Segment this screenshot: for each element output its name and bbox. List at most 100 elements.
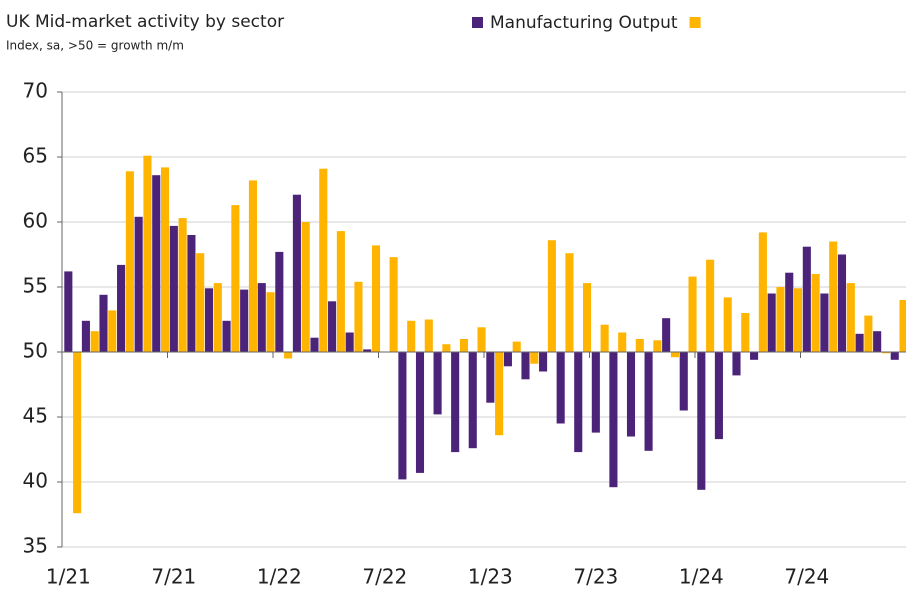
- bar: [899, 300, 906, 352]
- bar: [697, 352, 706, 490]
- bar: [424, 319, 433, 352]
- bar: [503, 352, 512, 367]
- bar: [653, 340, 662, 352]
- bar: [644, 352, 653, 451]
- bar: [486, 352, 495, 403]
- bar: [829, 241, 838, 352]
- bar: [301, 222, 310, 352]
- bar: [345, 332, 354, 352]
- bar: [635, 339, 644, 352]
- bar: [670, 352, 679, 358]
- y-tick-label: 40: [23, 469, 48, 493]
- bar: [371, 245, 381, 352]
- bar: [328, 301, 337, 352]
- bar: [565, 253, 574, 352]
- bar: [407, 320, 416, 352]
- legend-swatch: [472, 17, 483, 28]
- bar: [600, 324, 609, 352]
- bar: [785, 272, 794, 352]
- y-tick-label: 70: [23, 79, 48, 103]
- chart-title: UK Mid-market activity by sector: [6, 12, 284, 32]
- bar: [864, 315, 873, 352]
- bar: [292, 194, 301, 352]
- y-tick-label: 35: [23, 534, 48, 558]
- y-tick-label: 60: [23, 209, 48, 233]
- bar: [679, 352, 688, 411]
- bar: [336, 231, 345, 352]
- bar: [855, 333, 864, 352]
- bar: [574, 352, 583, 453]
- bar: [310, 337, 319, 352]
- bar: [609, 352, 618, 488]
- legend-swatch: [689, 17, 701, 28]
- x-tick-label: 7/22: [362, 565, 407, 589]
- bar: [706, 259, 715, 352]
- bar: [846, 283, 855, 352]
- y-tick-label: 50: [23, 339, 48, 363]
- bar: [776, 287, 785, 352]
- bar: [530, 352, 539, 364]
- bar: [134, 216, 143, 352]
- bar: [169, 225, 178, 352]
- bar: [591, 352, 600, 433]
- bar: [714, 352, 723, 440]
- bar: [820, 293, 829, 352]
- bar: [284, 352, 293, 359]
- bar: [108, 310, 117, 352]
- bar: [240, 289, 249, 352]
- bar: [73, 352, 82, 514]
- bar: [231, 205, 240, 352]
- bar: [459, 339, 468, 352]
- bar: [723, 297, 732, 352]
- bar: [881, 352, 890, 354]
- x-tick-label: 1/22: [257, 565, 302, 589]
- bar: [741, 313, 750, 352]
- bar: [873, 331, 882, 352]
- bar: [81, 320, 90, 352]
- bar: [767, 293, 776, 352]
- bar: [512, 341, 521, 352]
- bar: [363, 349, 372, 352]
- bar: [204, 288, 214, 352]
- bar: [556, 352, 565, 424]
- x-tick-label: 7/24: [784, 565, 829, 589]
- bar: [618, 332, 627, 352]
- bar: [187, 235, 196, 352]
- bar: [90, 331, 99, 352]
- bar: [389, 257, 398, 352]
- bar: [415, 352, 425, 473]
- bar: [758, 232, 767, 352]
- bar: [495, 352, 504, 436]
- bar: [837, 254, 847, 352]
- bar: [688, 276, 697, 352]
- bar: [477, 327, 486, 352]
- bar: [732, 352, 741, 376]
- bar: [521, 352, 530, 380]
- bar: [266, 292, 275, 352]
- bar: [248, 180, 257, 352]
- bar: [117, 264, 126, 352]
- y-tick-label: 65: [23, 144, 48, 168]
- bar: [547, 240, 556, 352]
- bar: [442, 344, 451, 352]
- x-tick-label: 7/21: [151, 565, 196, 589]
- bar: [125, 171, 134, 352]
- bar: [433, 352, 442, 415]
- bar: [539, 352, 548, 372]
- bar: [802, 246, 811, 352]
- bar: [398, 352, 407, 480]
- bar: [468, 352, 477, 449]
- bar: [99, 294, 108, 352]
- bar: [582, 283, 592, 352]
- x-tick-label: 1/23: [468, 565, 513, 589]
- bar: [662, 318, 671, 352]
- bar: [196, 253, 205, 352]
- bar: [626, 352, 636, 437]
- x-tick-label: 1/21: [46, 565, 91, 589]
- legend-label: Manufacturing Output: [490, 13, 678, 33]
- bar: [64, 271, 73, 352]
- x-tick-label: 7/23: [573, 565, 618, 589]
- bar: [257, 283, 266, 352]
- bar: [890, 352, 899, 360]
